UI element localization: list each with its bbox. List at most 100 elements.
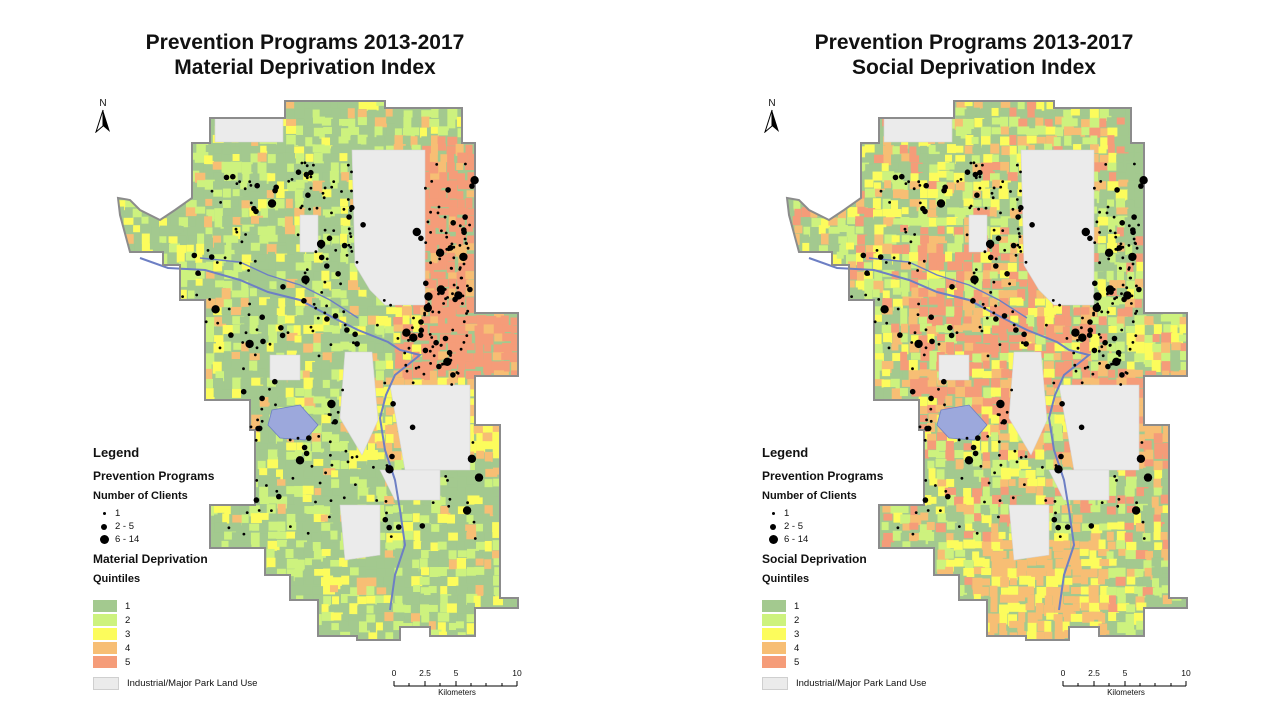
client-dot xyxy=(349,245,353,249)
client-dot xyxy=(1135,309,1139,313)
client-dot xyxy=(396,337,400,340)
client-dot xyxy=(253,208,259,215)
client-dot xyxy=(974,164,978,168)
client-dot xyxy=(918,201,922,205)
client-dot xyxy=(208,298,212,301)
rivers xyxy=(808,257,1092,611)
client-dot xyxy=(1054,511,1057,515)
client-dot xyxy=(431,310,435,314)
client-dot xyxy=(305,164,309,168)
client-dot xyxy=(998,453,1001,457)
client-dot xyxy=(437,310,441,314)
client-dot xyxy=(433,339,439,346)
client-dot xyxy=(462,262,466,266)
client-dot xyxy=(888,201,891,204)
client-dot xyxy=(922,497,929,503)
client-dot xyxy=(1121,296,1127,303)
client-dot xyxy=(972,271,976,275)
client-dot xyxy=(1104,163,1108,166)
client-dot xyxy=(914,511,918,514)
scale-bar: 0 2.5 5 10 Kilometers xyxy=(387,668,527,698)
client-dot xyxy=(418,319,424,325)
client-dot xyxy=(256,418,259,422)
client-dot xyxy=(204,320,208,324)
client-dot xyxy=(1131,320,1135,324)
client-dot xyxy=(324,263,330,269)
client-dot xyxy=(975,435,981,441)
client-dot xyxy=(1131,214,1137,220)
client-dot xyxy=(348,232,352,235)
client-dot xyxy=(346,460,350,464)
client-dot xyxy=(981,163,984,167)
client-dot xyxy=(991,196,995,200)
quintile-swatches: 1 2 3 4 5 xyxy=(93,599,257,669)
client-dot xyxy=(1119,383,1123,386)
client-dot xyxy=(305,268,309,271)
client-dot xyxy=(318,254,325,261)
client-dot xyxy=(1091,347,1098,354)
client-dot xyxy=(912,187,916,191)
client-dot xyxy=(382,516,389,523)
scale-bar-icon xyxy=(1062,681,1187,687)
client-dot xyxy=(1131,506,1141,515)
client-dot xyxy=(215,261,219,264)
client-dot xyxy=(346,198,350,201)
client-dot xyxy=(472,520,476,524)
client-dot xyxy=(301,298,307,304)
client-dot xyxy=(248,302,252,306)
client-dot xyxy=(323,186,327,190)
client-dot xyxy=(260,338,266,345)
social-deprivation-map-panel: Prevention Programs 2013-2017 Social Dep… xyxy=(669,0,1280,720)
client-dot xyxy=(978,325,982,329)
client-dot xyxy=(435,248,445,257)
client-dot xyxy=(227,307,231,311)
client-dot-medium-icon xyxy=(770,523,776,530)
client-dot xyxy=(218,346,222,350)
client-dot xyxy=(291,476,295,480)
client-dot xyxy=(395,524,402,530)
client-dot xyxy=(986,435,990,438)
client-dot xyxy=(308,207,311,211)
client-dot xyxy=(295,456,305,465)
client-dot xyxy=(1120,328,1124,332)
client-dot xyxy=(867,272,870,276)
client-dot xyxy=(928,314,934,321)
client-dot xyxy=(1019,456,1023,459)
client-dot xyxy=(414,366,418,370)
client-dot xyxy=(253,259,257,263)
client-dot xyxy=(342,310,346,314)
legend-layer-name: Prevention Programs xyxy=(93,469,215,483)
client-dot xyxy=(929,419,933,423)
client-dot xyxy=(330,211,333,215)
client-dot xyxy=(198,272,202,276)
client-dot xyxy=(335,271,341,277)
client-dot xyxy=(973,281,977,285)
city-boundary xyxy=(785,100,1188,641)
client-dot xyxy=(945,493,951,500)
client-dot xyxy=(1004,271,1010,277)
client-dot xyxy=(462,320,466,324)
client-dot xyxy=(299,206,303,210)
client-dot xyxy=(1011,496,1015,500)
city-boundary xyxy=(116,100,519,641)
client-dot xyxy=(1018,204,1024,211)
client-dot xyxy=(350,189,353,193)
client-dot xyxy=(296,233,300,237)
client-dot xyxy=(993,263,999,269)
client-dot xyxy=(422,372,426,376)
client-dot xyxy=(1112,362,1116,366)
client-dot xyxy=(473,537,477,540)
client-dot xyxy=(1118,266,1122,270)
client-dot xyxy=(243,187,247,191)
client-dot xyxy=(937,387,940,391)
client-dot xyxy=(404,363,408,367)
client-dot xyxy=(314,500,317,504)
client-dot xyxy=(411,381,415,385)
client-dot xyxy=(279,332,286,339)
legend-client-class: 2 - 5 xyxy=(93,520,257,533)
client-dot xyxy=(1125,371,1129,375)
client-dot xyxy=(340,190,343,193)
client-dot xyxy=(316,316,320,320)
client-dot xyxy=(287,179,291,183)
client-dot xyxy=(450,220,457,226)
